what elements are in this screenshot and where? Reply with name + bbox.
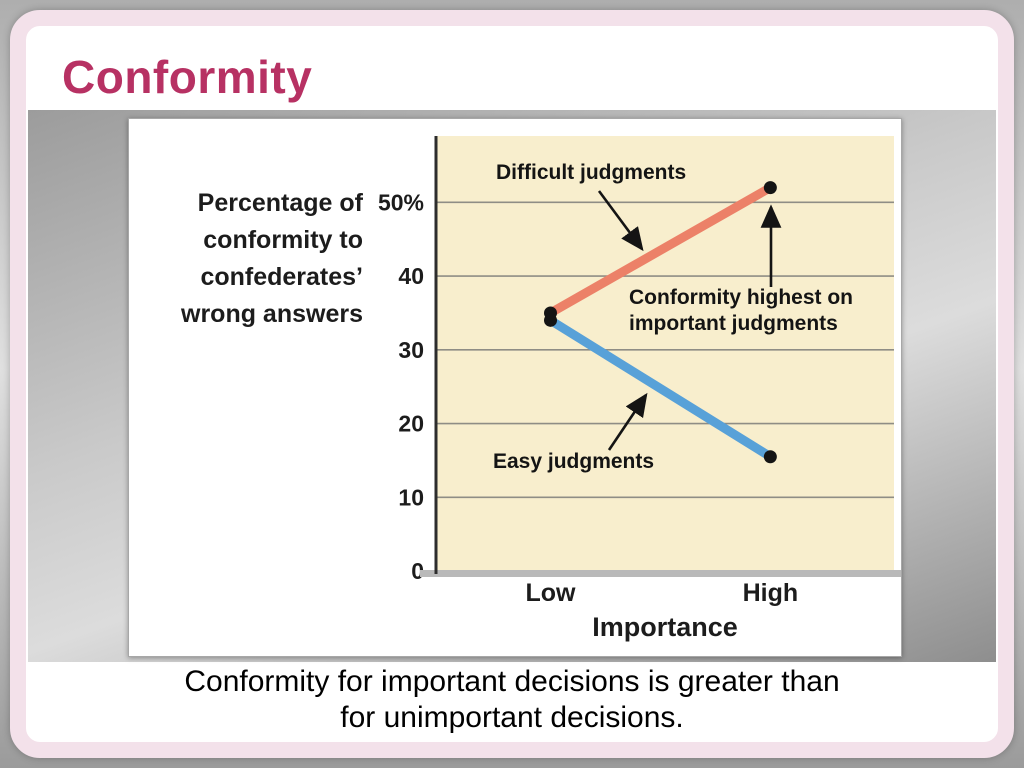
x-axis-line bbox=[420, 570, 901, 577]
chart-figure: 0 10 20 30 40 50% Low High Importance Difficult j… bbox=[128, 118, 902, 657]
data-point bbox=[763, 450, 777, 464]
series-line-0 bbox=[546, 183, 775, 318]
y-tick-label: 30 bbox=[398, 337, 424, 363]
annotation: Conformity highest on important judgments bbox=[629, 286, 853, 335]
caption-line-2: for unimportant decisions. bbox=[340, 701, 684, 734]
y-tick-label: 20 bbox=[398, 411, 424, 437]
y-tick-label: 50% bbox=[378, 189, 424, 215]
annotation-arrow bbox=[607, 392, 648, 451]
x-tick-label: Low bbox=[526, 579, 577, 607]
y-tick-label: 0 bbox=[411, 558, 424, 584]
caption: Conformity for important decisions is gr… bbox=[40, 664, 984, 736]
annotation: Difficult judgments bbox=[496, 161, 686, 184]
x-tick-label: High bbox=[743, 579, 799, 607]
slide-title: Conformity bbox=[62, 51, 313, 103]
annotation-arrow bbox=[597, 190, 644, 252]
series-line-1 bbox=[546, 315, 775, 462]
x-axis-title: Importance bbox=[592, 612, 738, 642]
data-point bbox=[544, 313, 557, 327]
plot-area bbox=[436, 136, 894, 571]
annotation: Easy judgments bbox=[493, 450, 654, 473]
y-tick-label: 40 bbox=[398, 263, 424, 289]
y-axis-label: Percentage of conformity to confederates… bbox=[181, 189, 363, 328]
data-point bbox=[763, 181, 777, 195]
caption-line-1: Conformity for important decisions is gr… bbox=[184, 665, 840, 698]
y-tick-label: 10 bbox=[398, 484, 424, 510]
